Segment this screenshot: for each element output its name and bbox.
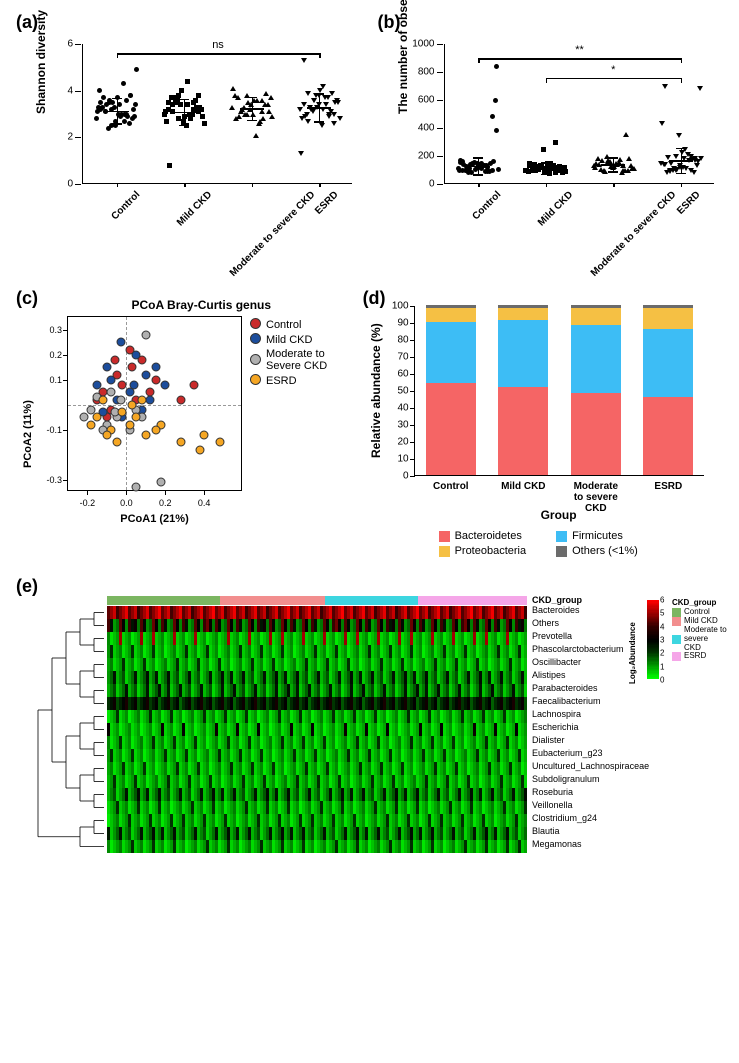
heatmap-dendrogram xyxy=(22,606,104,856)
stacked-legend: BacteroidetesFirmicutesProteobacteriaOth… xyxy=(439,530,638,557)
panel-b: (b) 02004006008001000***ControlMild CKDM… xyxy=(374,12,728,282)
pcoa-plot: -0.3-0.10.10.20.3-0.20.00.20.4 xyxy=(67,316,242,491)
shannon-chart: 0246nsControlMild CKDModerate to severe … xyxy=(22,26,362,226)
row-shannon-otus: (a) 0246nsControlMild CKDModerate to sev… xyxy=(12,12,727,282)
panel-a: (a) 0246nsControlMild CKDModerate to sev… xyxy=(12,12,366,282)
pcoa-ylabel: PCoA2 (11%) xyxy=(22,400,34,468)
panel-d: (d) Relative abundance (%) 0102030405060… xyxy=(359,288,727,568)
otus-chart: 02004006008001000***ControlMild CKDModer… xyxy=(384,26,724,226)
panel-e-label: (e) xyxy=(16,576,38,597)
stack-ylabel: Relative abundance (%) xyxy=(369,323,383,458)
heatmap-colorbar xyxy=(647,600,659,680)
heatmap-group-bar xyxy=(107,596,527,605)
pcoa-xlabel: PCoA1 (21%) xyxy=(67,513,242,525)
panel-e: (e) CKD_group Log₂Abundance CKD_groupCon… xyxy=(12,576,727,886)
heat-groupbar-label: CKD_group xyxy=(532,595,582,605)
stack-xlabel: Group xyxy=(414,508,704,522)
heatmap xyxy=(107,606,527,853)
stacked-bar-chart: 0102030405060708090100ControlMild CKDMod… xyxy=(414,306,704,476)
row-pcoa-stacked: (c) PCoA Bray-Curtis genus PCoA2 (11%) -… xyxy=(12,288,727,568)
heatmap-colorbar-title: Log₂Abundance xyxy=(628,622,637,684)
panel-c: (c) PCoA Bray-Curtis genus PCoA2 (11%) -… xyxy=(12,288,351,568)
pcoa-title: PCoA Bray-Curtis genus xyxy=(52,298,351,312)
heatmap-group-legend: CKD_groupControlMild CKDModerate to seve… xyxy=(672,598,727,661)
pcoa-legend: ControlMild CKDModerate to Severe CKDESR… xyxy=(250,318,351,389)
panel-c-label: (c) xyxy=(16,288,38,309)
panel-d-label: (d) xyxy=(363,288,386,309)
